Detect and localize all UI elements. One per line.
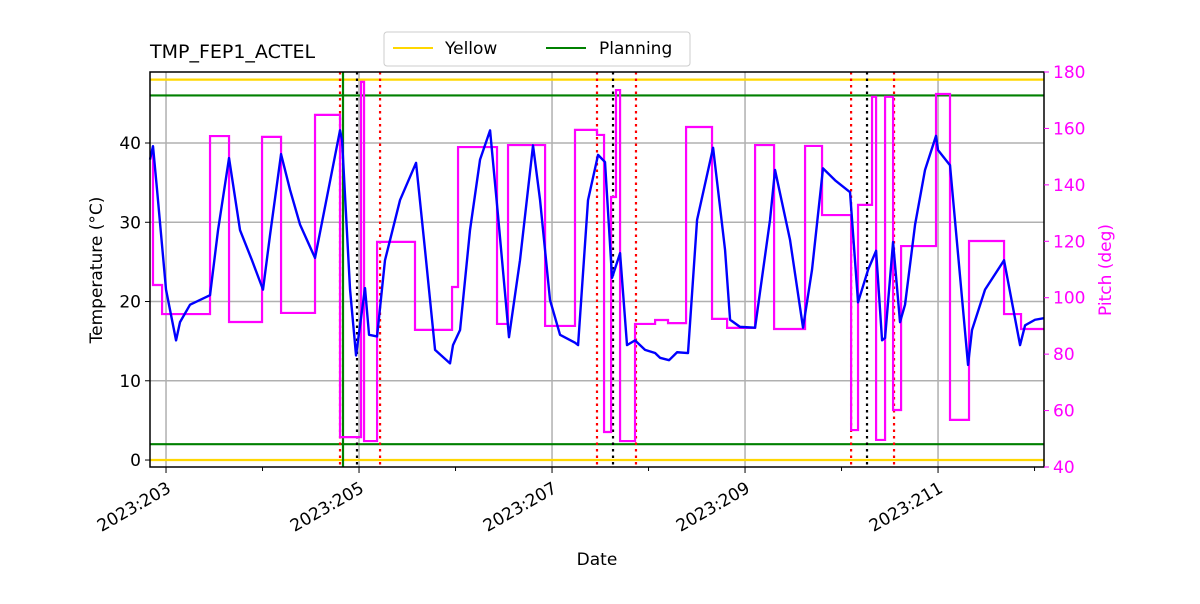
series <box>148 80 1045 443</box>
y2-tick-label: 140 <box>1053 176 1085 196</box>
y-tick-label: 0 <box>130 451 141 471</box>
y-tick-label: 40 <box>119 134 141 154</box>
legend-label-yellow: Yellow <box>444 39 497 59</box>
y2-tick-label: 80 <box>1053 345 1075 365</box>
chart-title: TMP_FEP1_ACTEL <box>149 41 315 63</box>
y2-axis-label: Pitch (deg) <box>1096 224 1116 316</box>
y2-tick-label: 120 <box>1053 232 1085 252</box>
x-tick-label: 2023:203 <box>94 478 175 536</box>
x-tick-label: 2023:205 <box>287 478 368 536</box>
temperature-line <box>148 129 1045 367</box>
plot-frame <box>149 71 1045 468</box>
x-tick-label: 2023:207 <box>480 478 561 536</box>
y2-tick-label: 60 <box>1053 402 1075 422</box>
y-tick-label: 10 <box>119 372 141 392</box>
y-tick-label: 20 <box>119 293 141 313</box>
legend: Yellow Planning <box>383 31 691 67</box>
x-axis-label: Date <box>577 550 618 570</box>
y2-tick-label: 40 <box>1053 458 1075 478</box>
y2-tick-label: 160 <box>1053 119 1085 139</box>
y2-tick-label: 100 <box>1053 289 1085 309</box>
x-tick-label: 2023:209 <box>673 478 754 536</box>
legend-label-planning: Planning <box>599 39 672 59</box>
y-axis-label: Temperature (°C) <box>87 197 107 345</box>
y-tick-label: 30 <box>119 213 141 233</box>
x-tick-label: 2023:211 <box>866 478 947 536</box>
legend-box <box>383 31 691 67</box>
y2-tick-label: 180 <box>1053 63 1085 83</box>
